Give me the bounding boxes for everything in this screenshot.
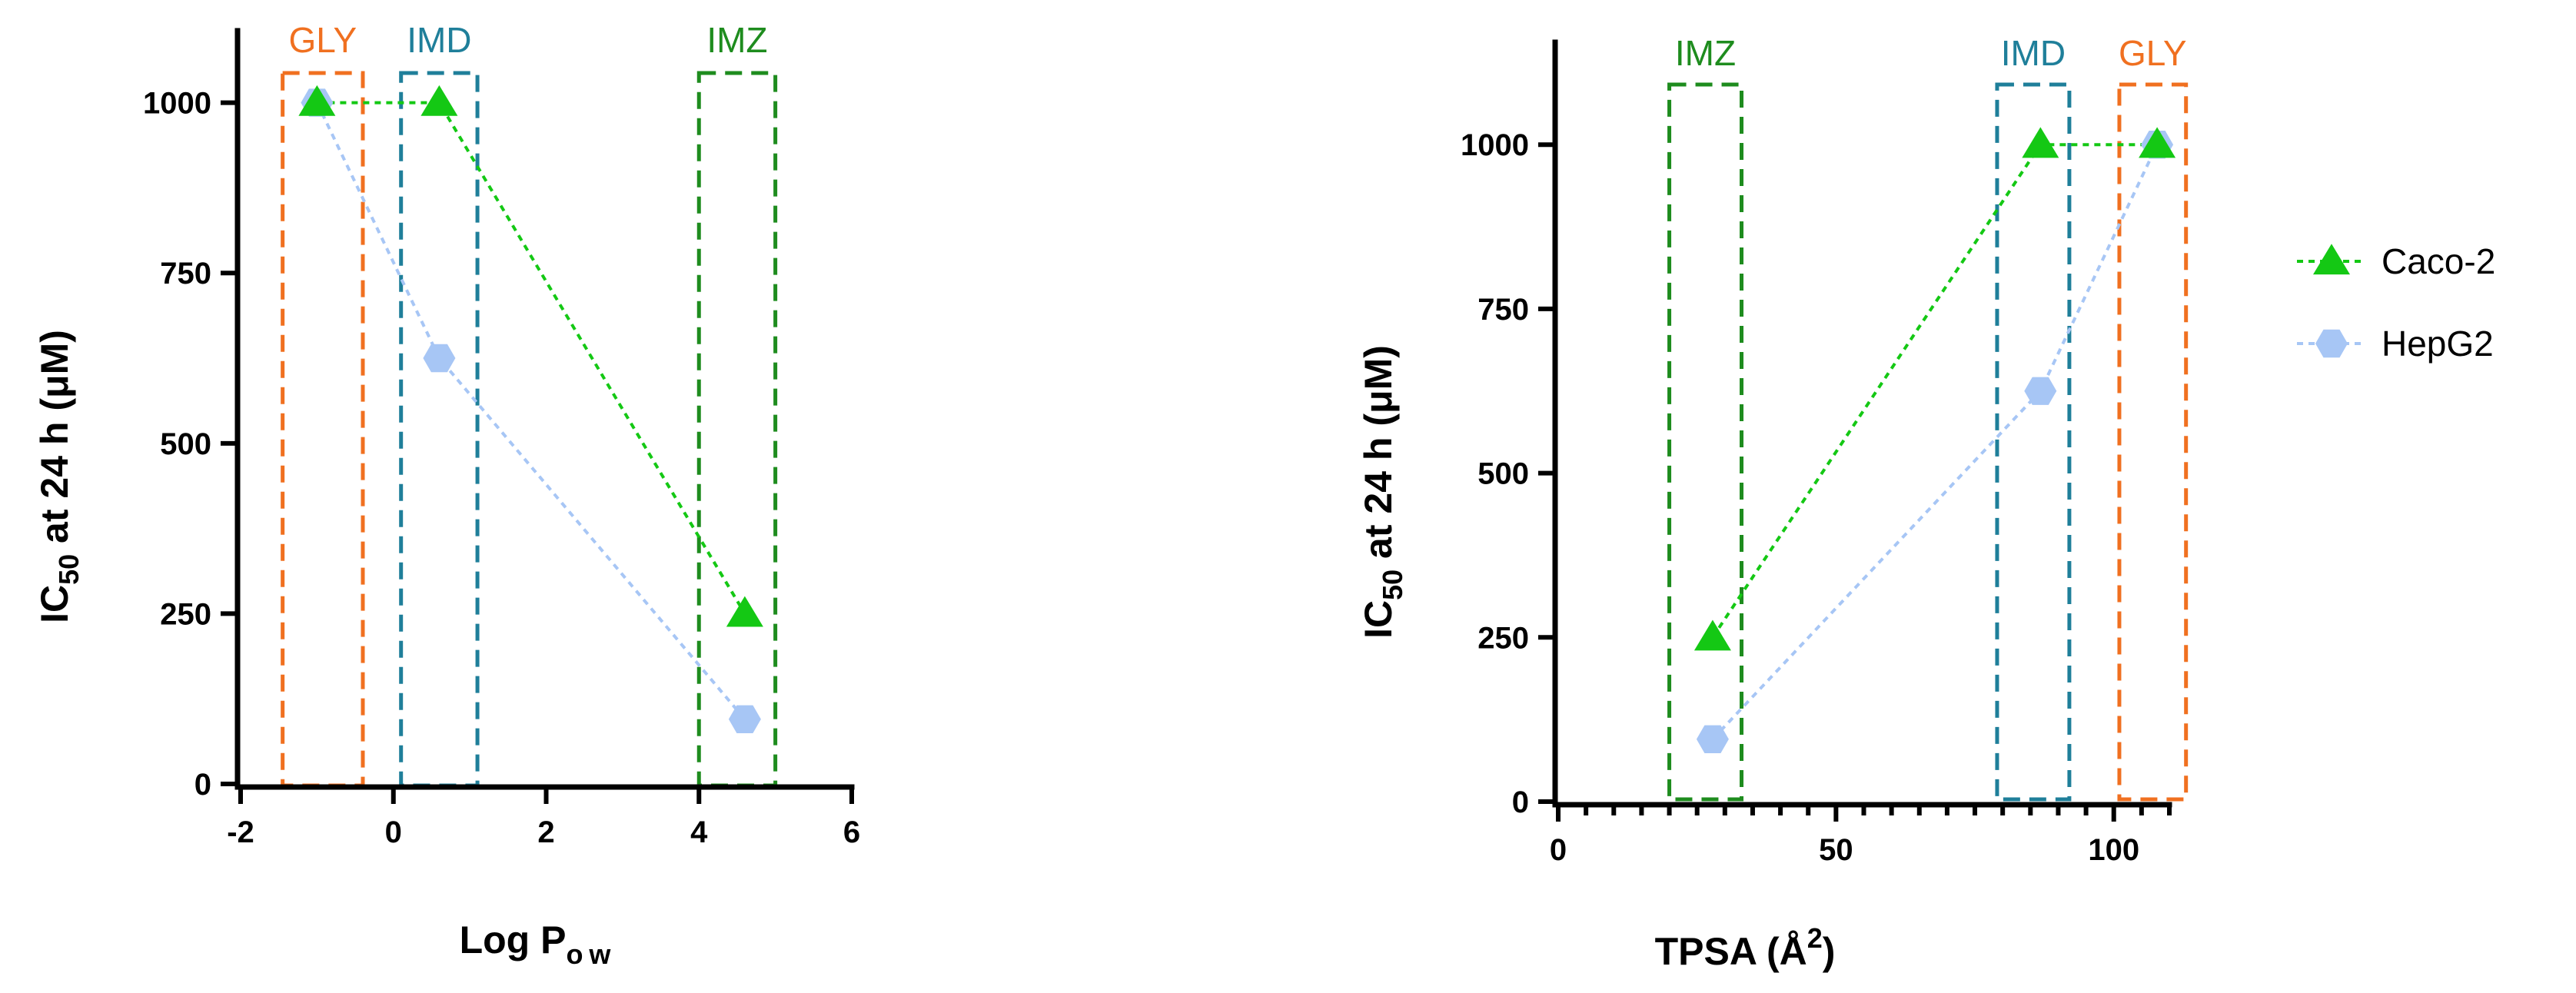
right-y-tick-label: 500 [1477,457,1529,491]
left-ticks: 0 250 500 750 1000 -2 0 2 4 6 [143,87,860,849]
legend-item-hepg2: HepG2 [2297,324,2494,364]
legend-hepg2-marker [2315,329,2348,358]
left-y-axis-title: IC50 at 24 h (μM) [33,330,85,623]
left-box-label-gly: GLY [289,20,357,60]
left-box-label-imz: IMZ [706,20,767,60]
left-caco2-line [317,101,746,615]
left-x-axis-title: Log Pow [460,918,617,970]
legend-hepg2-label: HepG2 [2382,324,2494,364]
legend-caco2-marker [2313,244,2350,275]
right-box-imd [1995,82,2072,802]
left-box-imd [399,71,480,788]
right-x-tick-label: 0 [1550,833,1567,867]
left-y-tick-label: 750 [160,257,211,291]
right-axes [1552,39,2172,808]
left-box-label-imd: IMD [407,20,471,60]
right-hepg2-point [1696,725,1729,753]
left-caco2-point [298,85,336,116]
right-caco2-point [2139,127,2176,158]
left-x-tick-label: 6 [843,815,860,849]
right-ticks: 0 250 500 750 1000 0 50 100 [1461,128,2172,867]
left-x-tick-label: -2 [227,815,254,849]
right-caco2-point [2022,127,2059,158]
right-hepg2-point [2024,377,2057,405]
right-caco2-point [1694,619,1731,651]
left-hepg2-line [315,101,746,721]
left-hepg2-point [423,344,456,373]
legend-item-caco2: Caco-2 [2297,241,2495,281]
left-y-tick-label: 0 [194,768,211,802]
right-box-label-imz: IMZ [1675,33,1736,73]
left-caco2-point [420,85,458,116]
left-y-tick-label: 250 [160,597,211,631]
left-axes [234,28,855,790]
left-caco2-point [726,596,763,627]
right-y-tick-label: 750 [1477,293,1529,327]
right-box-imz [1667,82,1743,802]
left-x-tick-label: 0 [385,815,402,849]
left-box-imz [696,71,778,788]
left-box-gly [281,71,365,788]
right-y-tick-label: 0 [1512,785,1529,819]
right-y-axis-title: IC50 at 24 h (μM) [1357,345,1408,639]
right-x-axis-title: TPSA (Å2) [1655,922,1836,973]
right-hepg2-line [1711,144,2159,741]
left-x-tick-label: 2 [537,815,554,849]
left-region-boxes: GLY IMD IMZ [281,20,778,788]
right-box-label-imd: IMD [2001,33,2066,73]
right-x-tick-label: 100 [2088,833,2139,867]
right-data-points [1694,127,2176,753]
right-box-gly [2117,82,2189,802]
left-x-tick-label: 4 [690,815,708,849]
legend: Caco-2 HepG2 [2297,241,2495,364]
right-series-lines [1711,143,2159,741]
left-chart-panel: GLY IMD IMZ 0 250 500 750 1000 -2 0 2 4 6 Log Pow I… [33,20,860,970]
left-y-tick-label: 500 [160,427,211,461]
right-box-label-gly: GLY [2119,33,2187,73]
right-caco2-line [1711,143,2158,639]
left-y-tick-label: 1000 [143,87,211,121]
right-chart-panel: IMZ IMD GLY 0 250 500 750 1000 0 50 100 TPSA (Å2)… [1357,33,2189,973]
left-series-lines [315,101,746,721]
legend-caco2-label: Caco-2 [2382,241,2495,281]
right-x-tick-label: 50 [1819,833,1853,867]
right-region-boxes: IMZ IMD GLY [1667,33,2189,802]
left-data-points [298,85,763,733]
right-y-tick-label: 1000 [1461,128,1529,162]
left-hepg2-point [728,705,761,733]
right-y-tick-label: 250 [1477,621,1529,655]
